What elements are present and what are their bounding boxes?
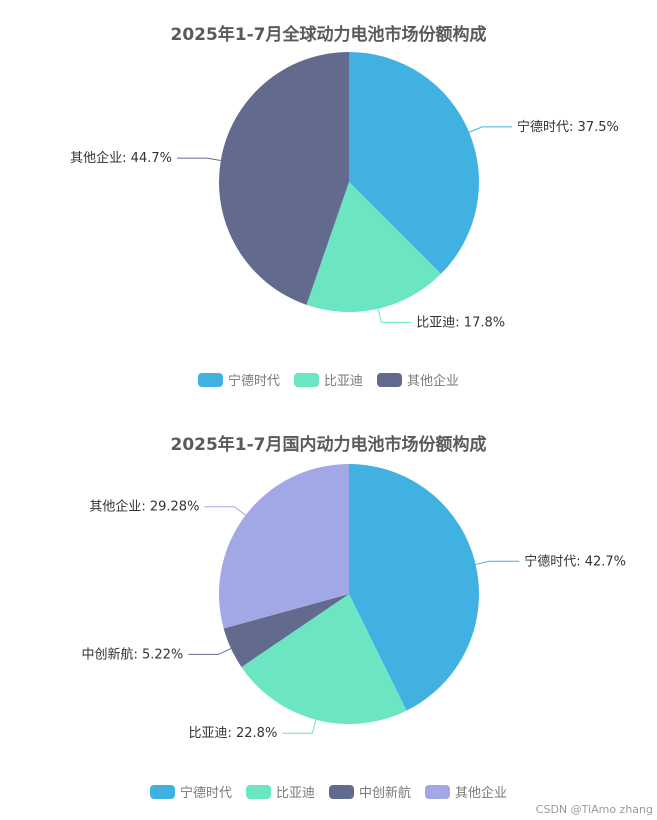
legend-label: 宁德时代 — [179, 786, 232, 801]
slice-label: 其他企业: 44.7% — [70, 150, 172, 166]
legend-item[interactable]: 中创新航 — [329, 782, 411, 801]
legend-label: 中创新航 — [359, 786, 412, 801]
slice-label: 宁德时代: 37.5% — [517, 119, 619, 135]
legend-label: 比亚迪 — [323, 374, 363, 389]
pie-plot: 宁德时代: 42.7% 比亚迪: 22.8% 中创新航: 5.22% 其他企业: 29… — [81, 464, 626, 741]
slice-label: 中创新航: 5.22% — [81, 646, 183, 662]
slice-label: 宁德时代: 42.7% — [524, 553, 626, 569]
legend-swatch — [329, 784, 354, 799]
legend-swatch — [293, 372, 319, 387]
legend-item[interactable]: 宁德时代 — [149, 782, 232, 801]
global-share-chart: 2025年1-7月全球动力电池市场份额构成 宁德时代: 37.5% 比亚迪: 17… — [0, 25, 657, 389]
pie-slice[interactable] — [349, 52, 480, 274]
label-leader-line — [188, 648, 232, 655]
pie-slice[interactable] — [219, 464, 349, 629]
pie-slice[interactable] — [306, 182, 441, 312]
label-leader-line — [176, 157, 221, 161]
pie-slice[interactable] — [349, 464, 479, 711]
label-leader-line — [282, 719, 317, 734]
label-leader-line — [468, 126, 513, 133]
chart-title: 2025年1-7月国内动力电池市场份额构成 — [170, 435, 487, 455]
watermark: CSDN @TiAmo zhang — [535, 803, 653, 816]
label-leader-line — [475, 560, 520, 565]
legend-item[interactable]: 宁德时代 — [197, 370, 280, 389]
legend: 宁德时代 比亚迪 中创新航 其他企业 — [0, 782, 657, 801]
label-leader-line — [204, 506, 246, 516]
chart-title: 2025年1-7月全球动力电池市场份额构成 — [170, 25, 487, 45]
legend-label: 其他企业 — [455, 786, 508, 801]
legend-swatch — [425, 784, 451, 799]
legend: 宁德时代 比亚迪 其他企业 — [0, 370, 657, 389]
legend-swatch — [149, 784, 175, 799]
pie-slice[interactable] — [223, 594, 349, 668]
legend-label: 宁德时代 — [227, 374, 280, 389]
slice-label: 其他企业: 29.28% — [89, 499, 199, 515]
label-leader-line — [377, 308, 412, 323]
legend-swatch — [377, 372, 402, 387]
legend-item[interactable]: 比亚迪 — [293, 370, 363, 389]
legend-swatch — [245, 784, 271, 799]
legend-label: 比亚迪 — [275, 786, 315, 801]
pie-plot: 宁德时代: 37.5% 比亚迪: 17.8% 其他企业: 44.7% — [70, 52, 619, 330]
legend-swatch — [197, 372, 223, 387]
slice-label: 比亚迪: 17.8% — [416, 315, 505, 330]
legend-item[interactable]: 其他企业 — [425, 782, 507, 801]
pie-slice[interactable] — [241, 594, 407, 724]
legend-item[interactable]: 比亚迪 — [245, 782, 315, 801]
pie-slice[interactable] — [219, 52, 349, 305]
legend-item[interactable]: 其他企业 — [377, 370, 459, 389]
slice-label: 比亚迪: 22.8% — [189, 726, 278, 741]
domestic-share-chart: 2025年1-7月国内动力电池市场份额构成 宁德时代: 42.7% 比亚迪: 22… — [0, 410, 657, 820]
legend-label: 其他企业 — [407, 374, 460, 389]
